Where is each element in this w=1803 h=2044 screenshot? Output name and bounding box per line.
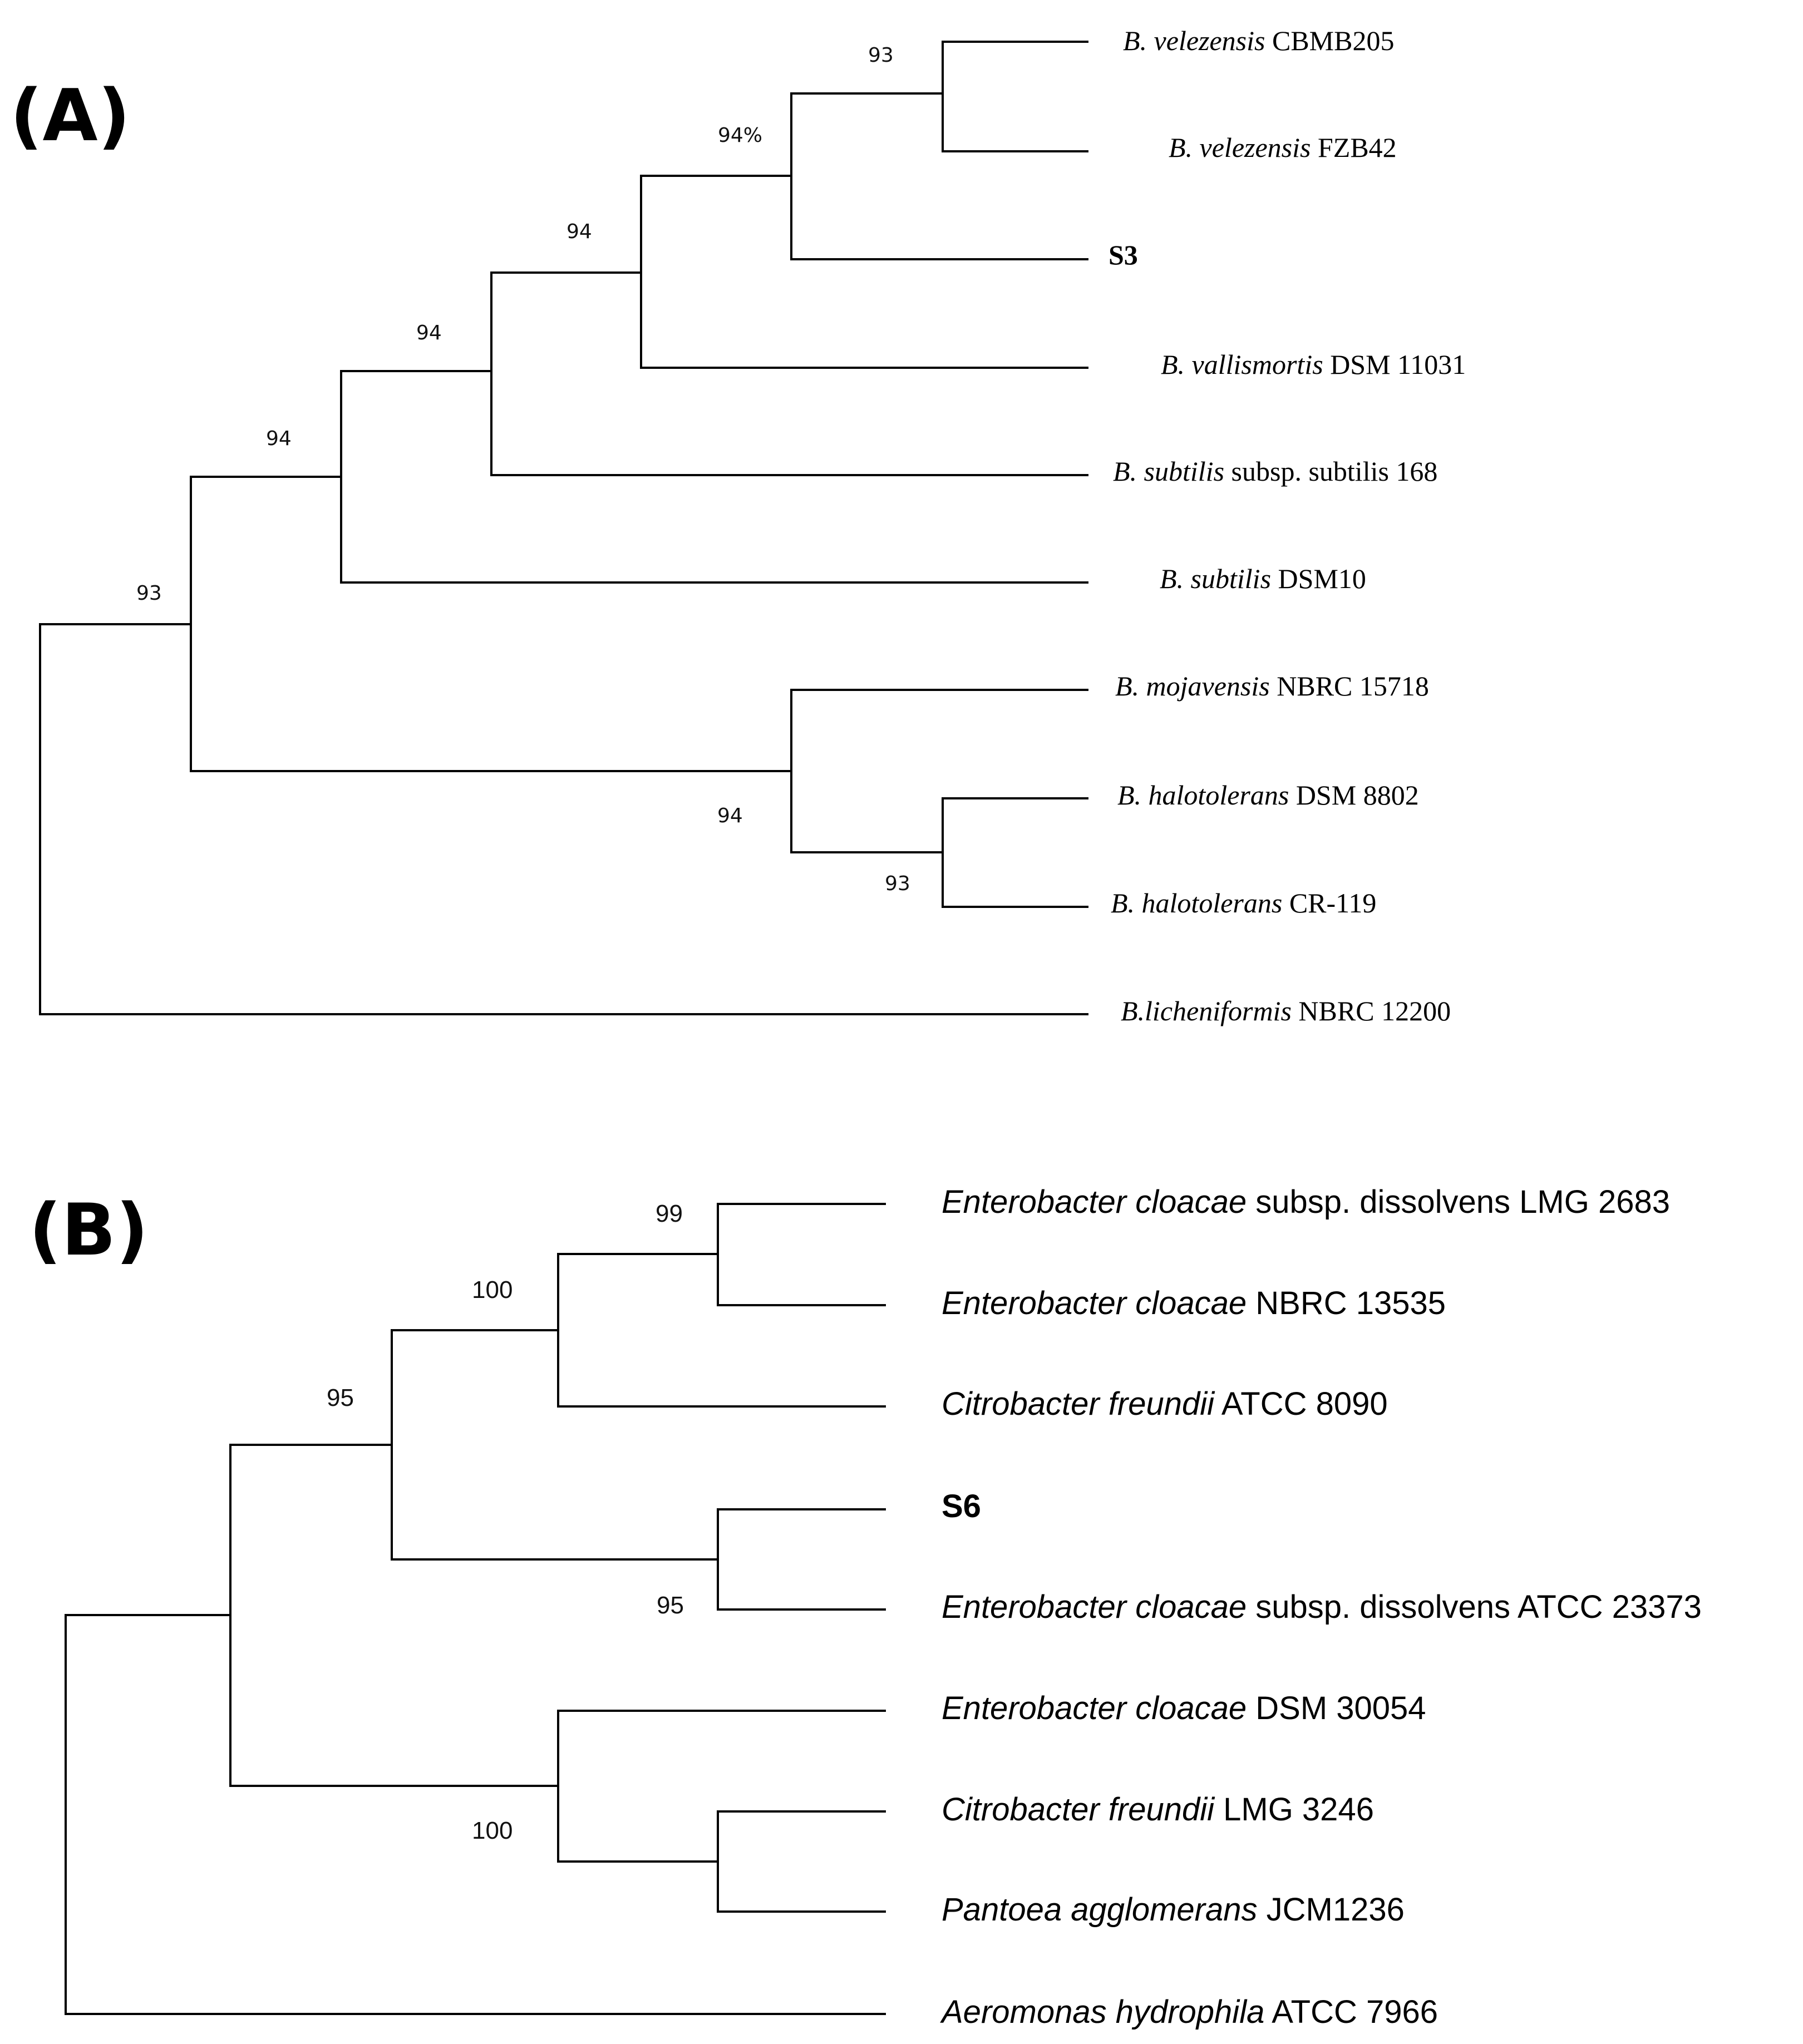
taxon-label-cloacae-dsm30054: Enterobacter cloacae DSM 30054 <box>942 1690 1426 1726</box>
panel-a-label: (A) <box>10 75 130 157</box>
bootstrap-label: 95 <box>327 1384 354 1411</box>
taxon-label-s6: S6 <box>942 1488 981 1524</box>
taxon-label-halotolerans-cr119: B. halotolerans CR-119 <box>1111 887 1376 919</box>
bootstrap-label: 93 <box>868 44 894 67</box>
branch-vallismortis-clade <box>640 175 1088 369</box>
panel-b-label: (B) <box>29 1189 149 1272</box>
branch-root-a <box>39 623 1088 1015</box>
panel-b: (B) 99 100 95 95 100 Ent <box>29 1184 1702 2030</box>
branch-lower-clade <box>557 1710 886 1863</box>
taxon-label-velezensis-cbmb205: B. velezensis CBMB205 <box>1123 25 1394 56</box>
panel-a-bootstrap-values: 93 94% 94 94 94 93 94 93 <box>136 44 910 895</box>
bootstrap-label: 95 <box>657 1592 684 1619</box>
taxon-label-mojavensis: B. mojavensis NBRC 15718 <box>1115 670 1429 702</box>
taxon-label-cloacae-lmg2683: Enterobacter cloacae subsp. dissolvens L… <box>942 1184 1670 1220</box>
bootstrap-label: 93 <box>136 582 162 605</box>
panel-a: (A) 93 94% 94 94 94 9 <box>10 25 1466 1026</box>
panel-b-taxon-labels: Enterobacter cloacae subsp. dissolvens L… <box>940 1184 1702 2030</box>
branch-mojavensis-clade <box>790 689 1088 853</box>
bootstrap-label: 100 <box>472 1276 513 1304</box>
bootstrap-label: 94 <box>266 427 292 450</box>
bootstrap-label: 94 <box>566 220 592 243</box>
panel-a-taxon-labels: B. velezensis CBMB205 B. velezensis FZB4… <box>1109 25 1466 1026</box>
taxon-label-freundii-lmg3246: Citrobacter freundii LMG 3246 <box>942 1791 1374 1828</box>
panel-a-branches <box>39 41 1088 1015</box>
taxon-label-licheniformis: B.licheniformis NBRC 12200 <box>1121 995 1451 1026</box>
branch-ingroup <box>190 476 792 772</box>
branch-ingroup-b <box>229 1444 559 1787</box>
branch-s3-clade <box>790 92 1088 260</box>
taxon-label-hydrophila: Aeromonas hydrophila ATCC 7966 <box>940 1994 1438 2030</box>
bootstrap-label: 94 <box>416 322 442 344</box>
branch-halotolerans-clade <box>942 797 1088 908</box>
bootstrap-label: 94% <box>718 124 762 147</box>
branch-root-b <box>65 1614 886 2015</box>
bootstrap-label: 94 <box>717 804 743 827</box>
bootstrap-label: 100 <box>472 1817 513 1844</box>
branch-subtilis-clade <box>340 370 1088 584</box>
branch-cloacae-freundii <box>557 1253 886 1408</box>
bootstrap-label: 93 <box>885 872 910 895</box>
taxon-label-cloacae-nbrc13535: Enterobacter cloacae NBRC 13535 <box>942 1285 1446 1321</box>
taxon-label-subtilis-dsm10: B. subtilis DSM10 <box>1160 563 1366 594</box>
branch-freundii-pantoea <box>717 1810 886 1913</box>
taxon-label-cloacae-atcc23373: Enterobacter cloacae subsp. dissolvens A… <box>942 1589 1702 1625</box>
branch-s6-clade <box>717 1508 886 1611</box>
branch-velezensis-clade <box>942 41 1088 152</box>
taxon-label-subtilis-168: B. subtilis subsp. subtilis 168 <box>1113 456 1437 487</box>
taxon-label-vallismortis: B. vallismortis DSM 11031 <box>1161 349 1466 380</box>
branch-upper-clade <box>391 1329 719 1561</box>
bootstrap-label: 99 <box>656 1200 683 1227</box>
panel-b-bootstrap-values: 99 100 95 95 100 <box>327 1200 684 1844</box>
panel-b-branches <box>65 1203 886 2015</box>
branch-subtilis168-clade <box>490 271 1088 476</box>
taxon-label-freundii-atcc8090: Citrobacter freundii ATCC 8090 <box>942 1386 1388 1422</box>
taxon-label-velezensis-fzb42: B. velezensis FZB42 <box>1169 132 1397 163</box>
taxon-label-halotolerans-dsm8802: B. halotolerans DSM 8802 <box>1117 779 1419 811</box>
branch-cloacae-pair <box>717 1203 886 1306</box>
taxon-label-agglomerans: Pantoea agglomerans JCM1236 <box>942 1892 1405 1928</box>
taxon-label-s3: S3 <box>1109 239 1138 270</box>
